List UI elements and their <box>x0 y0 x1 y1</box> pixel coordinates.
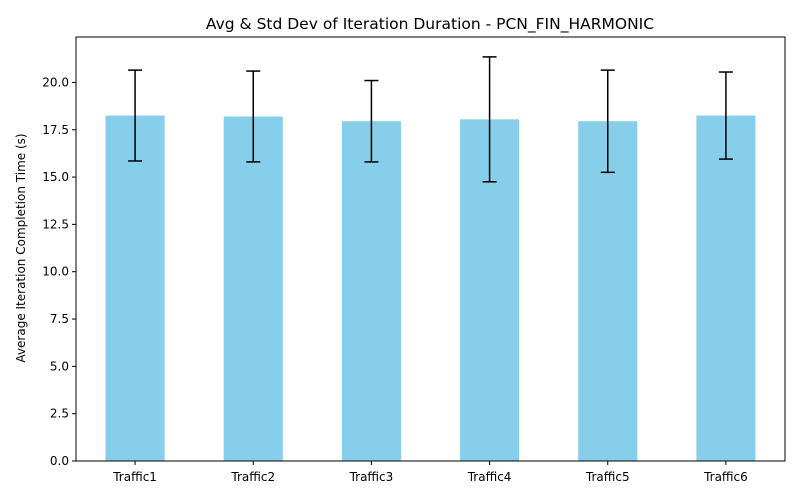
y-tick-label: 20.0 <box>42 75 69 89</box>
bar <box>223 116 283 461</box>
y-tick-label: 17.5 <box>42 123 69 137</box>
y-tick-label: 0.0 <box>50 454 69 468</box>
y-tick-label: 5.0 <box>50 359 69 373</box>
bar <box>105 115 165 461</box>
x-tick-label: Traffic4 <box>467 470 512 484</box>
y-axis-label: Average Iteration Completion Time (s) <box>14 133 28 362</box>
x-tick-label: Traffic1 <box>112 470 157 484</box>
y-tick-label: 10.0 <box>42 265 69 279</box>
plot-area: 0.0 2.5 5.0 7.5 10.0 12.5 15.0 17.5 20.0 Traffic1… <box>42 56 756 484</box>
x-tick-label: Traffic5 <box>585 470 630 484</box>
x-tick-label: Traffic2 <box>230 470 275 484</box>
y-tick-label: 7.5 <box>50 312 69 326</box>
chart-title: Avg & Std Dev of Iteration Duration - PC… <box>206 15 654 34</box>
y-tick-label: 15.0 <box>42 170 69 184</box>
y-tick-label: 12.5 <box>42 217 69 231</box>
y-tick-label: 2.5 <box>50 407 69 421</box>
x-tick-label: Traffic3 <box>349 470 394 484</box>
x-tick-label: Traffic6 <box>703 470 748 484</box>
bar <box>578 121 638 461</box>
bar <box>696 115 756 461</box>
bar <box>341 121 401 461</box>
plot-frame <box>75 36 786 462</box>
